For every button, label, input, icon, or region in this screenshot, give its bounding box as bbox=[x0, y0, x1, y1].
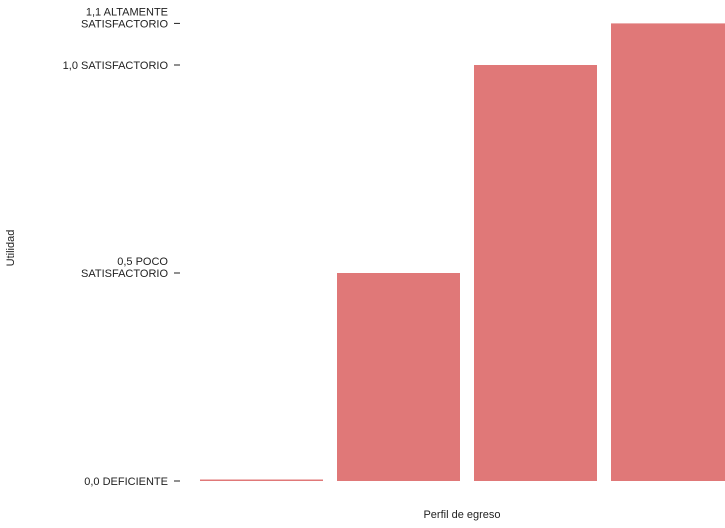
bar-1 bbox=[200, 479, 323, 481]
y-tick-label: 0,5 POCO bbox=[117, 256, 168, 268]
bars-group bbox=[200, 23, 725, 482]
y-tick-label: 1,1 ALTAMENTE bbox=[86, 6, 168, 18]
y-tick-label: SATISFACTORIO bbox=[81, 18, 168, 30]
bar-2 bbox=[337, 273, 460, 481]
y-tick-label: SATISFACTORIO bbox=[81, 268, 168, 280]
y-tick-3: 1,0 SATISFACTORIO bbox=[63, 60, 180, 72]
bar-3 bbox=[474, 65, 597, 481]
y-tick-1: 0,0 DEFICIENTE bbox=[84, 476, 180, 488]
bar-4 bbox=[611, 23, 725, 482]
x-axis-label: Perfil de egreso bbox=[423, 509, 500, 521]
y-tick-label: 0,0 DEFICIENTE bbox=[84, 476, 168, 488]
y-axis-label: Utilidad bbox=[5, 230, 17, 267]
y-tick-label: 1,0 SATISFACTORIO bbox=[63, 60, 169, 72]
